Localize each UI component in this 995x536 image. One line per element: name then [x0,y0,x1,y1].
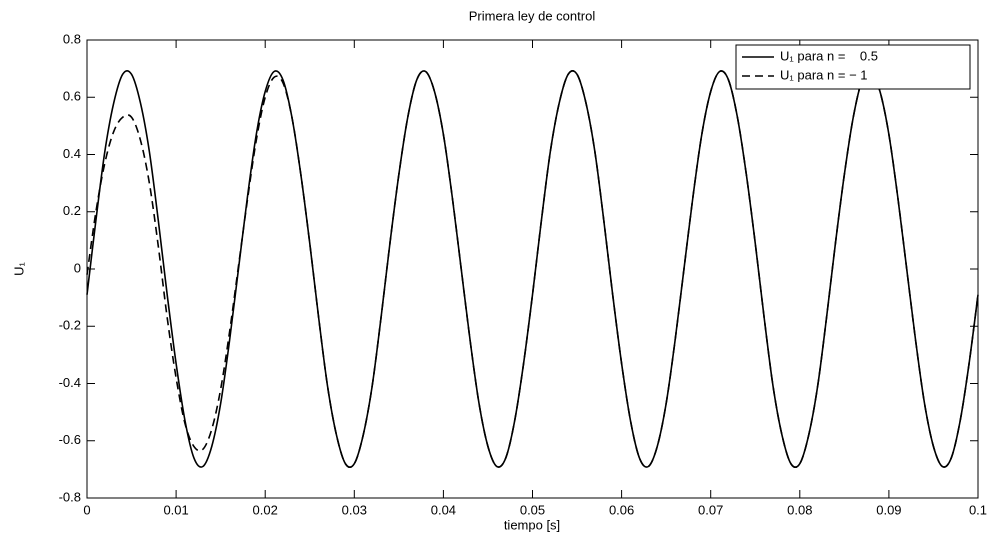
legend-label: U₁ para n = − 1 [780,67,868,82]
y-tick-label: 0.8 [63,31,81,46]
y-tick-label: 0.4 [63,146,81,161]
x-tick-label: 0.07 [698,502,723,517]
x-tick-label: 0.08 [787,502,812,517]
legend-box [735,44,971,90]
x-tick-label: 0.06 [609,502,634,517]
chart-title: Primera ley de control [469,8,596,23]
x-tick-label: 0.02 [253,502,278,517]
x-tick-label: 0.03 [342,502,367,517]
y-tick-label: -0.8 [59,489,81,504]
line-series [86,69,979,469]
x-tick-label: 0.01 [163,502,188,517]
y-tick-label: -0.2 [59,318,81,333]
x-tick-label: 0 [83,502,90,517]
y-tick-label: 0.6 [63,89,81,104]
y-tick-label: 0 [74,260,81,275]
x-axis-label: tiempo [s] [504,517,560,532]
x-tick-label: 0.05 [520,502,545,517]
y-tick-label: -0.4 [59,375,81,390]
legend-label: U₁ para n = 0.5 [780,48,878,63]
x-tick-label: 0.04 [431,502,456,517]
x-tick-label: 0.09 [876,502,901,517]
y-axis-label: U₁ [11,262,26,276]
x-tick-label: 0.1 [969,502,987,517]
y-tick-label: 0.2 [63,203,81,218]
y-tick-label: -0.6 [59,432,81,447]
